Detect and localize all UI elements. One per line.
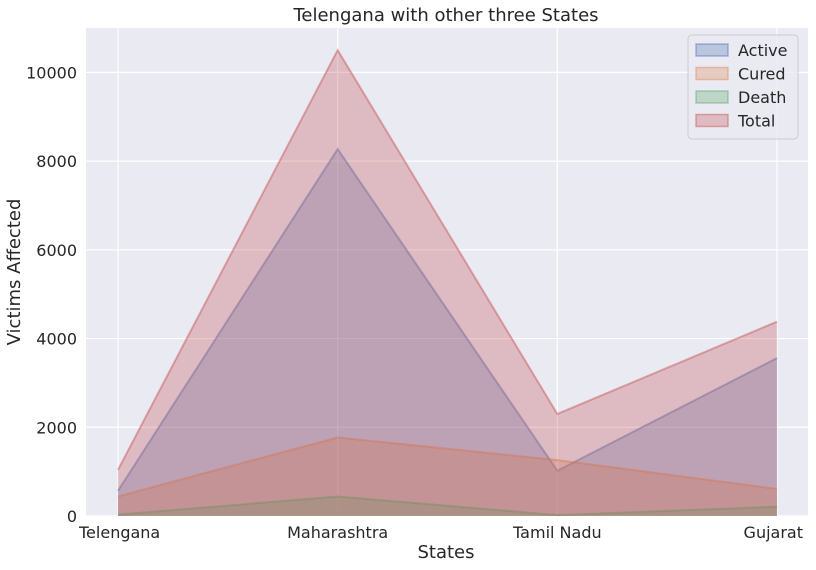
legend-label-total: Total bbox=[737, 112, 775, 131]
x-tick-label: Gujarat bbox=[744, 523, 803, 542]
x-tick-label: Tamil Nadu bbox=[512, 523, 602, 542]
legend-swatch-active bbox=[695, 43, 729, 57]
death-line bbox=[117, 495, 778, 517]
y-tick-label: 0 bbox=[67, 507, 77, 526]
y-axis-label: Victims Affected bbox=[4, 199, 25, 346]
y-tick-label: 8000 bbox=[36, 152, 77, 171]
y-tick-label: 4000 bbox=[36, 330, 77, 349]
legend-label-active: Active bbox=[738, 41, 788, 60]
y-tick-labels: 0 2000 4000 6000 8000 10000 bbox=[26, 63, 77, 526]
x-tick-labels: Telengana Maharashtra Tamil Nadu Gujarat bbox=[78, 523, 803, 542]
total-line bbox=[117, 48, 778, 471]
active-area bbox=[118, 149, 777, 516]
legend-swatch-total bbox=[695, 113, 729, 128]
legend-swatch-cured bbox=[695, 66, 729, 81]
legend-box bbox=[687, 34, 799, 140]
chart-title: Telengana with other three States bbox=[292, 5, 598, 26]
x-axis-label: States bbox=[417, 542, 474, 563]
cured-line bbox=[117, 436, 778, 498]
legend: Active Cured Death Total bbox=[687, 34, 799, 140]
active-line bbox=[117, 147, 778, 492]
y-tick-label: 6000 bbox=[36, 241, 77, 260]
x-tick-label: Telengana bbox=[78, 523, 160, 542]
series-areas bbox=[117, 48, 778, 517]
cured-area bbox=[118, 437, 777, 516]
total-area bbox=[118, 50, 777, 516]
death-area bbox=[118, 496, 777, 516]
x-tick-label: Maharashtra bbox=[287, 523, 388, 542]
legend-label-death: Death bbox=[738, 88, 786, 107]
y-tick-label: 10000 bbox=[26, 63, 77, 82]
y-tick-label: 2000 bbox=[36, 418, 77, 437]
legend-swatch-death bbox=[695, 90, 729, 104]
legend-label-cured: Cured bbox=[738, 65, 786, 84]
